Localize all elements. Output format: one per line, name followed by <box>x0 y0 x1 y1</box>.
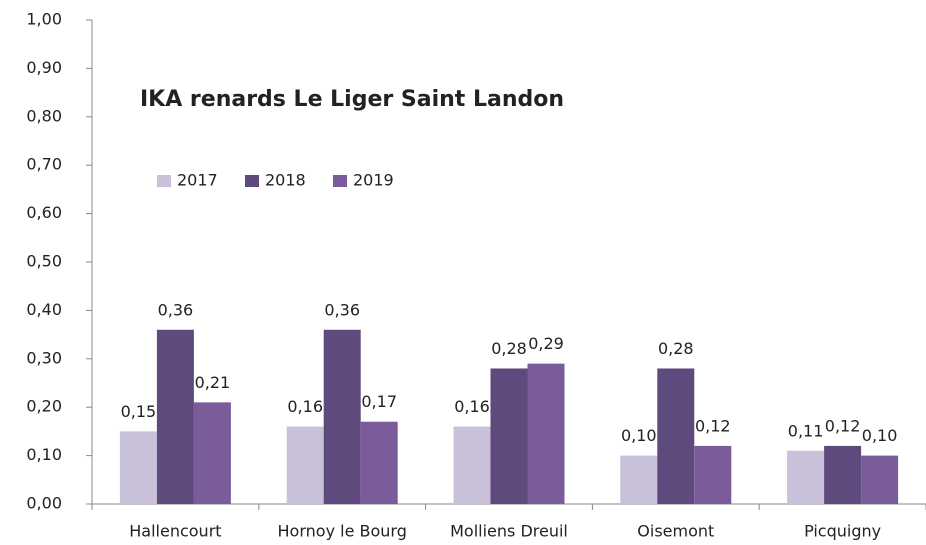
bar <box>657 368 695 504</box>
value-label: 0,16 <box>454 397 490 416</box>
bar <box>787 450 825 504</box>
bar <box>119 431 157 504</box>
x-tick-label: Hornoy le Bourg <box>278 522 407 541</box>
legend-label: 2019 <box>353 171 394 190</box>
y-tick-label: 0,90 <box>26 58 62 77</box>
y-tick-label: 0,10 <box>26 445 62 464</box>
value-label: 0,36 <box>324 300 360 319</box>
value-label: 0,28 <box>658 339 694 358</box>
y-tick-label: 1,00 <box>26 10 62 29</box>
value-label: 0,28 <box>491 339 527 358</box>
y-tick-label: 0,50 <box>26 252 62 271</box>
value-label: 0,12 <box>825 416 861 435</box>
x-tick-label: Oisemont <box>637 522 714 541</box>
bar <box>193 402 231 504</box>
bar <box>824 445 862 504</box>
y-tick-label: 0,40 <box>26 300 62 319</box>
y-tick-label: 0,00 <box>26 494 62 513</box>
legend-label: 2017 <box>177 171 218 190</box>
legend-swatch <box>333 175 347 187</box>
value-label: 0,10 <box>862 426 898 445</box>
bar <box>620 455 658 504</box>
value-label: 0,10 <box>621 426 657 445</box>
y-tick-label: 0,80 <box>26 106 62 125</box>
y-tick-label: 0,20 <box>26 397 62 416</box>
bar <box>323 329 361 504</box>
value-label: 0,16 <box>287 397 323 416</box>
bar <box>156 329 194 504</box>
bar <box>861 455 899 504</box>
legend-swatch <box>245 175 259 187</box>
value-label: 0,15 <box>121 402 157 421</box>
value-label: 0,11 <box>788 421 824 440</box>
y-tick-label: 0,70 <box>26 155 62 174</box>
x-tick-label: Molliens Dreuil <box>450 522 568 541</box>
bar <box>286 426 324 504</box>
x-tick-label: Hallencourt <box>129 522 221 541</box>
y-tick-label: 0,60 <box>26 203 62 222</box>
x-tick-label: Picquigny <box>804 522 881 541</box>
value-label: 0,17 <box>361 392 397 411</box>
value-label: 0,21 <box>195 373 231 392</box>
bar <box>360 421 398 504</box>
chart-title: IKA renards Le Liger Saint Landon <box>140 87 564 112</box>
y-tick-label: 0,30 <box>26 348 62 367</box>
bar <box>490 368 528 504</box>
bar <box>694 445 732 504</box>
value-label: 0,29 <box>528 334 564 353</box>
value-label: 0,36 <box>158 300 194 319</box>
value-label: 0,12 <box>695 416 731 435</box>
legend-swatch <box>157 175 171 187</box>
bar <box>453 426 491 504</box>
bar <box>527 363 565 504</box>
legend-label: 2018 <box>265 171 306 190</box>
